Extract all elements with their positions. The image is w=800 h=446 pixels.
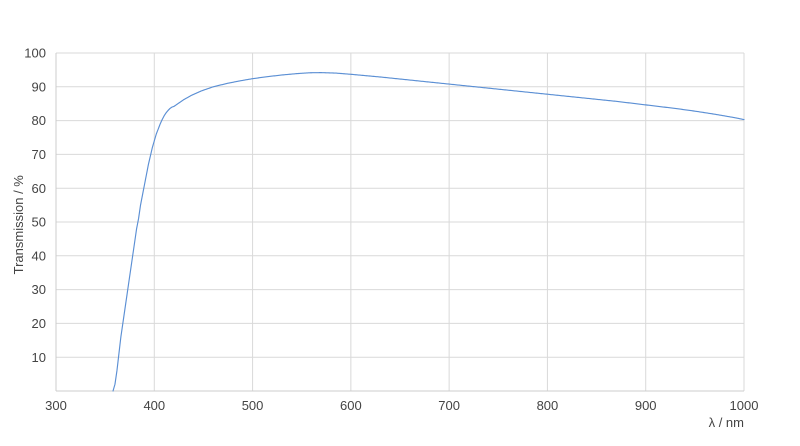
svg-text:80: 80 <box>32 113 46 128</box>
svg-text:30: 30 <box>32 282 46 297</box>
svg-text:λ / nm: λ / nm <box>709 415 744 430</box>
svg-text:70: 70 <box>32 147 46 162</box>
svg-text:90: 90 <box>32 79 46 94</box>
svg-text:60: 60 <box>32 181 46 196</box>
svg-text:700: 700 <box>438 398 460 413</box>
svg-text:300: 300 <box>45 398 67 413</box>
svg-text:40: 40 <box>32 248 46 263</box>
svg-text:800: 800 <box>537 398 559 413</box>
svg-text:100: 100 <box>24 46 46 61</box>
svg-text:50: 50 <box>32 215 46 230</box>
svg-text:900: 900 <box>635 398 657 413</box>
svg-text:600: 600 <box>340 398 362 413</box>
svg-text:Transmission / %: Transmission / % <box>11 175 26 275</box>
svg-text:10: 10 <box>32 350 46 365</box>
svg-text:1000: 1000 <box>730 398 759 413</box>
svg-text:500: 500 <box>242 398 264 413</box>
svg-text:20: 20 <box>32 316 46 331</box>
svg-text:400: 400 <box>143 398 165 413</box>
